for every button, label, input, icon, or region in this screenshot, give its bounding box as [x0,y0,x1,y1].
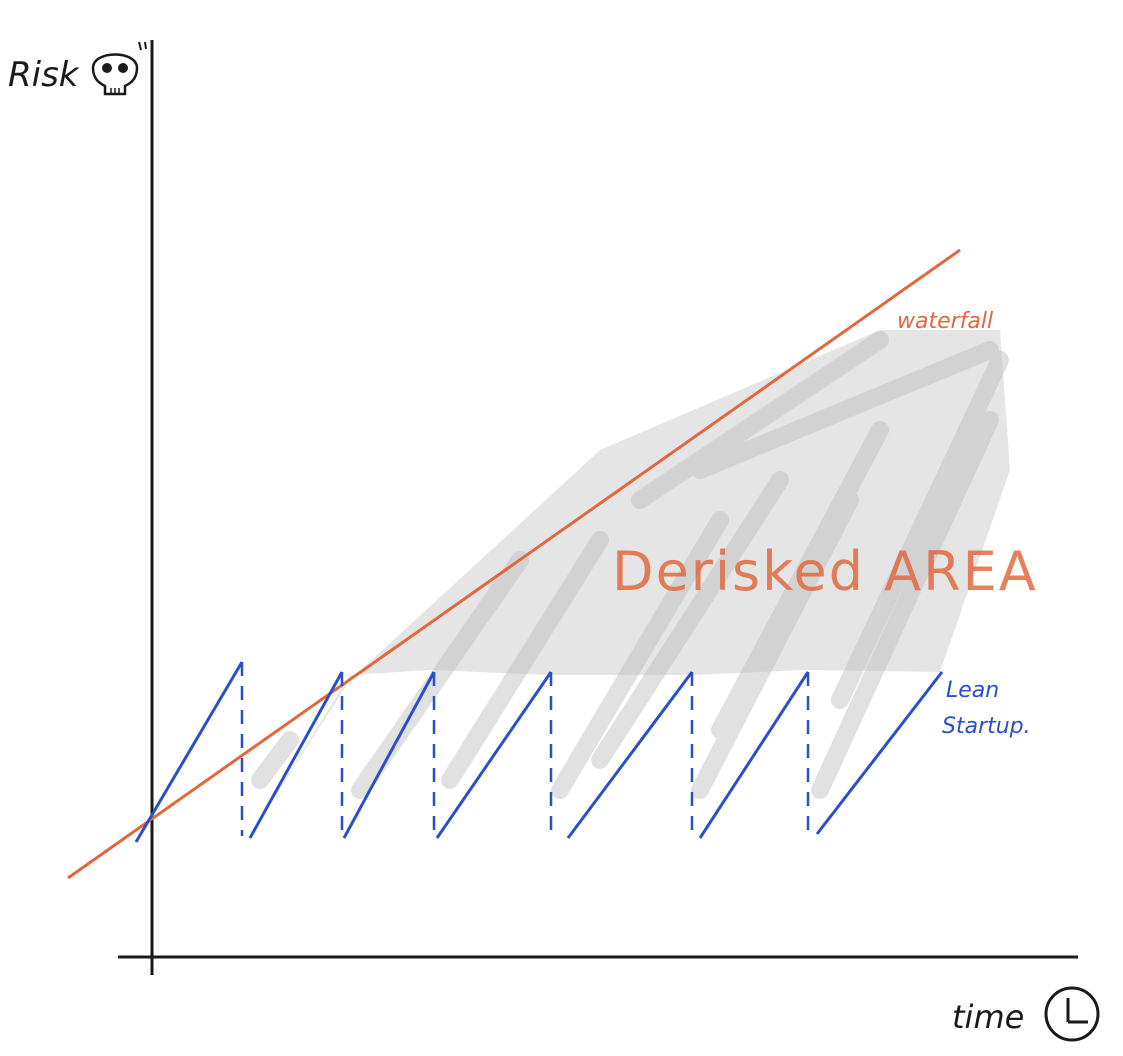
x-axis-label: time [952,998,1024,1036]
lean-startup-label-line1: Lean [946,678,999,703]
lean-startup-rise [815,671,944,835]
derisked-area [250,330,1010,835]
lean-startup-rise [435,671,553,839]
lean-startup-rise [698,671,810,839]
lean-startup-series [134,661,944,843]
waterfall-label: waterfall [897,309,993,334]
skull-icon [91,41,147,96]
lean-startup-rise [566,671,694,839]
waterfall-line [67,248,961,880]
clock-icon [1044,986,1100,1042]
lean-startup-label-line2: Startup. [942,714,1031,739]
lean-startup-rise [342,671,436,839]
lean-startup-rise [248,671,344,839]
lean-startup-rise [134,661,244,843]
derisked-area-label: Derisked AREA [612,540,1038,603]
y-axis-label: Risk [8,55,80,95]
